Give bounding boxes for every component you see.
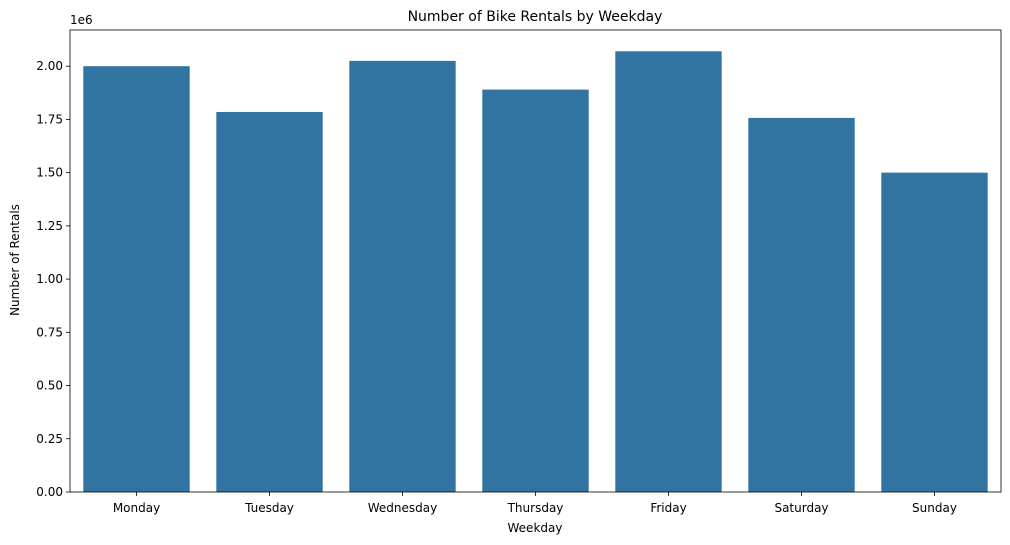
bar-thursday: [482, 89, 589, 492]
x-tick-label-monday: Monday: [113, 501, 160, 515]
x-axis-ticks: Monday Tuesday Wednesday Thursday Friday Satu…: [113, 492, 957, 515]
y-tick-label: 0.00: [36, 485, 63, 499]
x-tick-label-sunday: Sunday: [912, 501, 957, 515]
chart-title: Number of Bike Rentals by Weekday: [408, 9, 663, 25]
y-tick-label: 1.00: [36, 272, 63, 286]
bar-tuesday: [216, 111, 323, 492]
y-tick-label: 1.75: [36, 112, 63, 126]
bar-monday: [83, 66, 190, 493]
x-tick-label-tuesday: Tuesday: [244, 501, 294, 515]
y-tick-label: 0.25: [36, 432, 63, 446]
x-tick-label-wednesday: Wednesday: [368, 501, 437, 515]
y-tick-label: 2.00: [36, 59, 63, 73]
bar-sunday: [881, 172, 988, 493]
bar-wednesday: [349, 60, 456, 492]
bar-friday: [615, 51, 722, 493]
x-tick-label-thursday: Thursday: [507, 501, 564, 515]
x-axis-label: Weekday: [508, 521, 563, 535]
axes-border: [69, 29, 1002, 493]
y-axis-offset-label: 1e6: [70, 13, 93, 27]
x-tick-label-friday: Friday: [650, 501, 686, 515]
y-tick-label: 0.50: [36, 379, 63, 393]
y-tick-label: 1.25: [36, 219, 63, 233]
y-axis-ticks: 0.00 0.25 0.50 0.75 1.00 1.25 1.50 1.75 2.00: [36, 59, 70, 499]
y-tick-label: 0.75: [36, 325, 63, 339]
y-tick-label: 1.50: [36, 166, 63, 180]
x-tick-label-saturday: Saturday: [774, 501, 828, 515]
bar-saturday: [748, 117, 855, 493]
axes-frame: [69, 29, 1002, 493]
y-axis-label: Number of Rentals: [8, 204, 22, 316]
bars-group: [83, 51, 988, 493]
